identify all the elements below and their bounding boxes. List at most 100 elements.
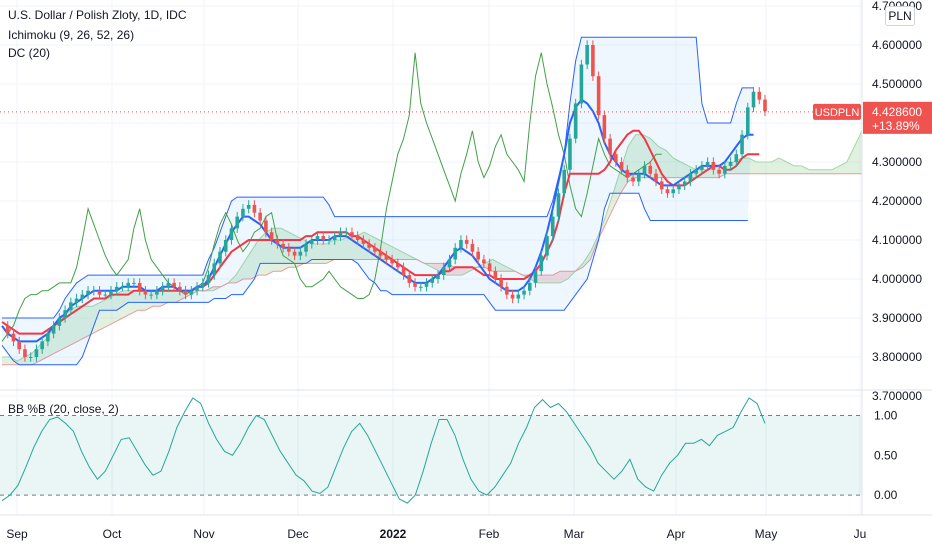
candle-body	[120, 286, 125, 288]
cloud-segment	[84, 306, 93, 338]
cloud-segment	[258, 232, 267, 276]
cloud-segment	[432, 263, 440, 272]
x-tick-label: Feb	[479, 527, 500, 541]
x-tick-label: Nov	[193, 527, 214, 541]
candle-body	[281, 243, 285, 248]
cloud-segment	[771, 158, 780, 174]
cloud-segment	[62, 310, 70, 350]
cloud-segment	[846, 146, 855, 174]
cloud-segment	[250, 240, 259, 279]
candle-body	[309, 240, 314, 244]
candle-body	[275, 240, 280, 244]
cloud-segment	[333, 240, 342, 260]
candle-body	[246, 204, 251, 209]
candle-body	[682, 181, 687, 186]
lagging-span	[1, 52, 662, 342]
candle-body	[401, 267, 406, 276]
cloud-segment	[809, 169, 817, 174]
candle-body	[34, 349, 39, 357]
donchian-fill	[2, 37, 754, 365]
candle-body	[671, 189, 676, 194]
candle-body	[717, 169, 721, 174]
price-labels: USDPLN 4.428600+13.89%	[813, 101, 932, 134]
cloud-segment	[545, 275, 553, 283]
candle-body	[562, 169, 567, 194]
candle-body	[614, 154, 618, 162]
cloud-segment	[613, 169, 621, 209]
candle-body	[109, 290, 113, 295]
candle-body	[476, 251, 480, 260]
candle-body	[407, 275, 412, 283]
candle-body	[40, 341, 44, 350]
grid	[0, 0, 862, 515]
candle-body	[596, 76, 601, 116]
cloud-segment	[748, 158, 757, 174]
candle-body	[344, 232, 349, 234]
cloud-segment	[779, 158, 787, 174]
dc-legend: DC (20)	[8, 46, 51, 60]
bb-band-fill	[0, 415, 862, 496]
cloud-segment	[462, 267, 470, 276]
candle-body	[493, 271, 498, 279]
x-tick-label: Oct	[103, 527, 122, 541]
candle-body	[585, 45, 589, 65]
cloud-segment	[801, 165, 810, 174]
candle-body	[63, 310, 67, 318]
candle-body	[464, 240, 469, 244]
candle-body	[298, 251, 303, 256]
candle-body	[378, 251, 383, 256]
candle-body	[5, 325, 10, 334]
cloud-segment	[499, 263, 508, 272]
cloud-segment	[17, 357, 25, 365]
candle-body	[527, 282, 532, 291]
candle-body	[137, 282, 142, 291]
candle-body	[195, 286, 199, 291]
candle-body	[361, 240, 366, 244]
candle-body	[321, 236, 326, 240]
donchian-channel	[1, 36, 754, 366]
candle-body	[763, 99, 767, 112]
candle-body	[700, 165, 704, 170]
currency-button[interactable]: PLN	[885, 6, 915, 26]
candlesticks	[5, 40, 767, 362]
candle-body	[258, 212, 262, 221]
candle-body	[424, 282, 429, 287]
donchian-upper	[2, 36, 754, 319]
symbol-tag-text: USDPLN	[815, 107, 860, 119]
cloud-segment	[582, 251, 591, 268]
candle-body	[677, 185, 681, 190]
candle-body	[487, 263, 492, 272]
y-tick-label: 4.100000	[872, 233, 922, 247]
candle-body	[636, 173, 641, 182]
candle-body	[212, 263, 217, 276]
donchian-lower	[1, 192, 748, 366]
y-tick-label: 4.600000	[872, 38, 922, 52]
candle-body	[556, 193, 561, 217]
candle-body	[694, 169, 698, 174]
cloud-segment	[122, 290, 131, 318]
candle-body	[631, 177, 635, 182]
candle-body	[654, 173, 658, 182]
candle-body	[539, 255, 544, 272]
candle-body	[384, 255, 389, 260]
x-tick-label: Sep	[6, 527, 28, 541]
cloud-segment	[605, 193, 614, 225]
candle-body	[206, 275, 211, 283]
candle-body	[91, 290, 96, 292]
candle-body	[568, 138, 572, 170]
candle-body	[86, 290, 90, 295]
candle-body	[453, 247, 458, 260]
candle-body	[189, 290, 194, 295]
candle-body	[728, 162, 733, 166]
candle-body	[642, 165, 647, 174]
bb-pane	[0, 389, 932, 504]
candle-body	[155, 290, 159, 295]
candle-body	[608, 138, 612, 155]
candle-body	[200, 282, 205, 287]
cloud-segment	[816, 169, 825, 174]
last-price-tag	[863, 101, 932, 134]
candle-body	[126, 282, 131, 287]
cloud-segment	[673, 158, 681, 178]
